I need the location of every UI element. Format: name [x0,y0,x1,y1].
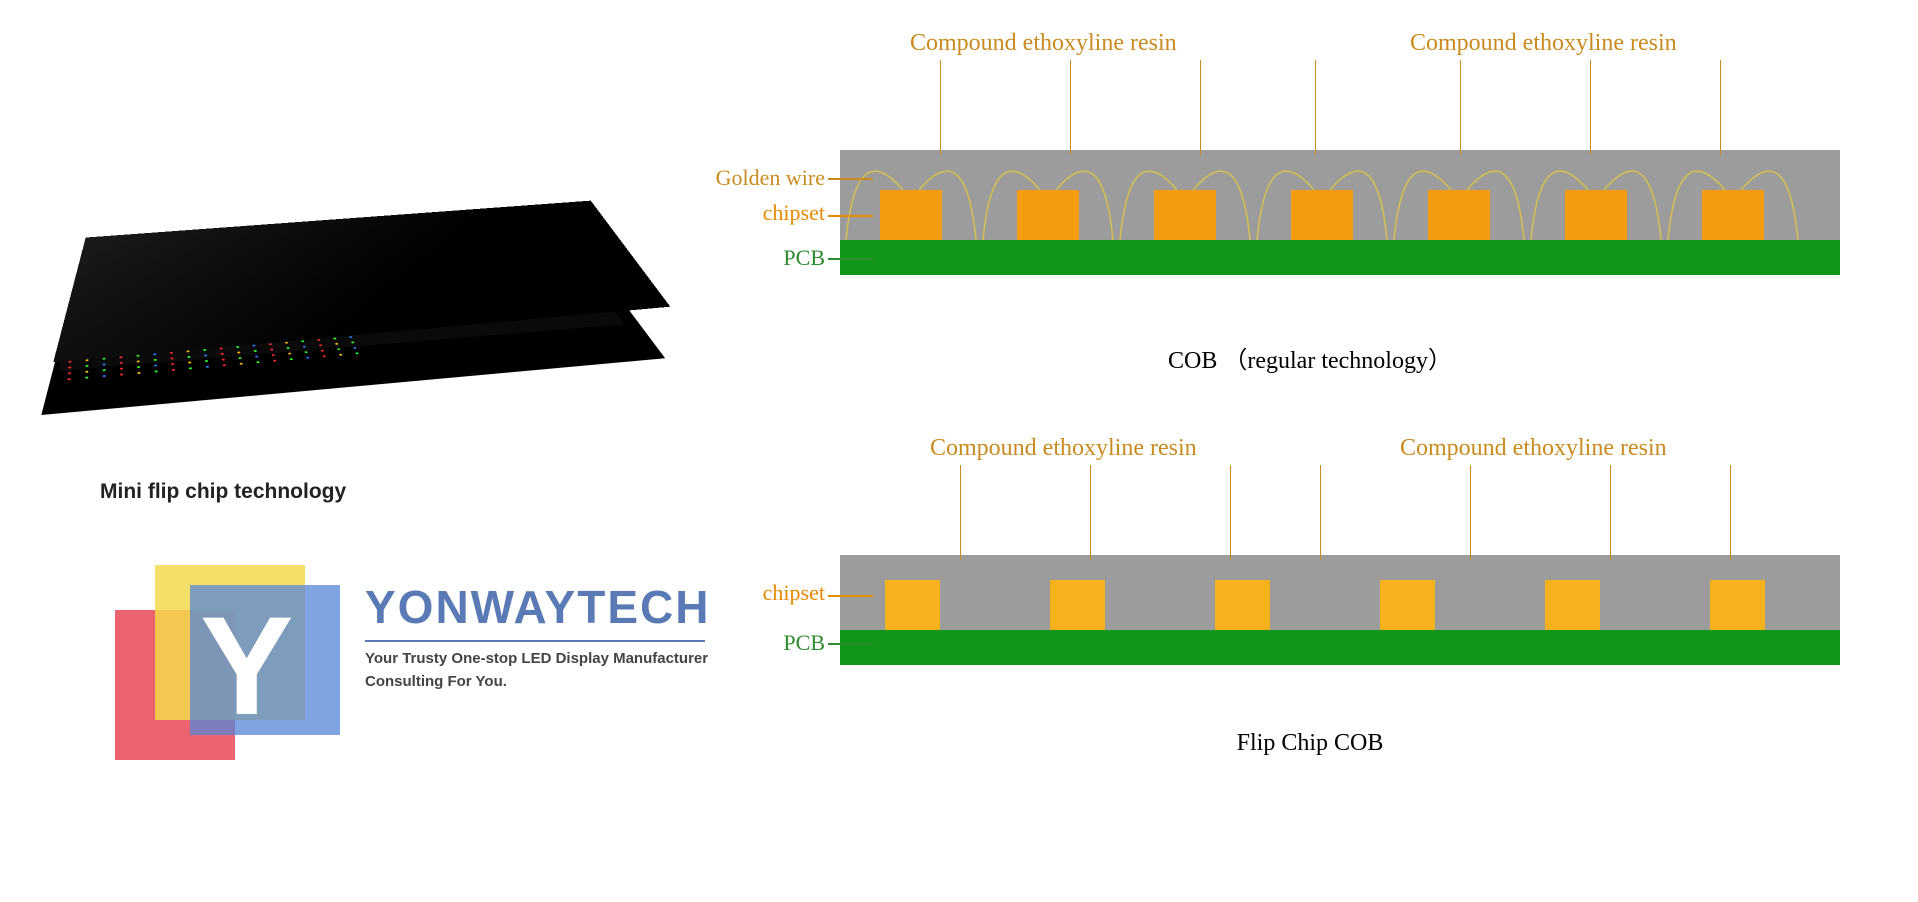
cob-side-label-pcb: PCB [700,245,825,271]
brand-divider [365,640,705,642]
flip-chip [885,580,940,630]
mini-flip-chip-panel [40,150,640,450]
flip-chip [1710,580,1765,630]
diagram-flip-chip-cob: Compound ethoxyline resin Compound ethox… [760,435,1860,715]
brand-tagline-1: Your Trusty One-stop LED Display Manufac… [365,648,710,671]
brand-tagline-2: Consulting For You. [365,671,710,694]
flip-chip [1050,580,1105,630]
cob-top-label-2: Compound ethoxyline resin [1410,30,1677,57]
logo-mark: Y [115,555,335,765]
brand-name: YONWAYTECH [365,580,710,634]
diagram-cob-regular: Compound ethoxyline resin Compound ethox… [760,30,1860,340]
flip-pcb-layer [840,630,1840,665]
cob-caption: COB （regular technology） [760,340,1860,375]
flip-chip [1215,580,1270,630]
flip-top-label-1: Compound ethoxyline resin [930,435,1197,462]
flip-top-label-2: Compound ethoxyline resin [1400,435,1667,462]
flip-chip [1545,580,1600,630]
cob-side-label-chip: chipset [700,200,825,226]
left-panel: Mini flip chip technology [40,150,740,450]
flip-cross-section [840,555,1840,665]
cob-top-label-1: Compound ethoxyline resin [910,30,1177,57]
cob-resin-layer [840,150,1840,240]
cob-cross-section [840,150,1840,275]
flip-chip [1380,580,1435,630]
panel-caption: Mini flip chip technology [100,480,346,504]
cob-pcb-layer [840,240,1840,275]
right-panel: Compound ethoxyline resin Compound ethox… [760,30,1880,757]
flip-caption: Flip Chip COB [760,730,1860,757]
logo-letter-y: Y [200,585,293,747]
logo-text-block: YONWAYTECH Your Trusty One-stop LED Disp… [365,580,710,693]
flip-side-label-chip: chipset [700,580,825,606]
flip-resin-layer [840,555,1840,630]
cob-side-label-wire: Golden wire [700,165,825,191]
flip-side-label-pcb: PCB [700,630,825,656]
cob-wires [840,150,1840,240]
